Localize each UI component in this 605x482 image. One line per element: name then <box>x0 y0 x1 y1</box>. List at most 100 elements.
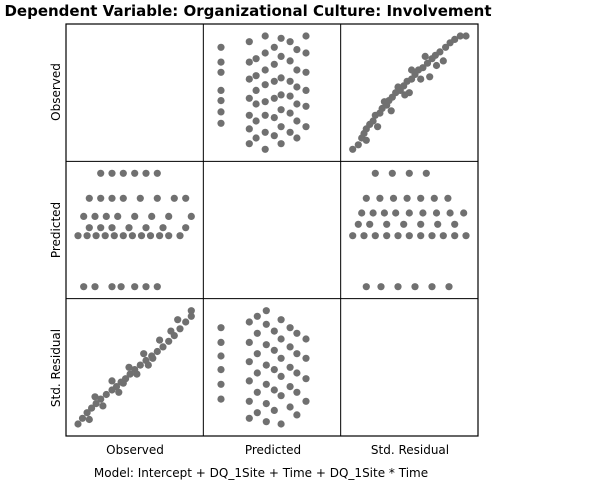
data-point <box>217 43 225 51</box>
data-point <box>419 209 427 217</box>
data-point <box>380 98 388 106</box>
data-point <box>245 58 253 66</box>
data-point <box>159 343 167 351</box>
data-point <box>153 283 161 291</box>
data-point <box>253 409 261 417</box>
data-point <box>445 283 453 291</box>
data-point <box>277 91 285 99</box>
data-point <box>293 100 301 108</box>
data-point <box>389 194 398 202</box>
data-point <box>411 283 419 291</box>
data-point <box>156 336 164 344</box>
data-point <box>262 341 270 349</box>
data-point <box>366 220 374 228</box>
data-point <box>270 406 278 414</box>
data-point <box>119 194 127 202</box>
data-point <box>108 377 116 385</box>
data-point <box>148 212 156 220</box>
data-point <box>74 232 82 240</box>
data-point <box>97 224 105 232</box>
data-point <box>394 83 402 91</box>
data-point <box>126 370 134 378</box>
data-point <box>405 89 413 97</box>
data-point <box>388 169 396 177</box>
data-point <box>392 209 400 217</box>
data-point <box>421 52 429 61</box>
data-point <box>261 145 269 153</box>
data-point <box>252 72 260 80</box>
data-point <box>252 86 260 94</box>
data-point <box>417 220 425 228</box>
data-point <box>394 283 402 291</box>
data-point <box>165 232 173 240</box>
data-point <box>262 418 270 426</box>
data-point <box>131 169 139 177</box>
data-point <box>270 43 278 51</box>
data-point <box>217 97 225 105</box>
data-point <box>253 388 261 396</box>
data-point <box>462 32 470 40</box>
data-point <box>119 379 127 387</box>
data-point <box>245 358 253 366</box>
data-point <box>217 86 225 94</box>
data-point <box>369 117 377 125</box>
data-point <box>293 350 301 358</box>
data-point <box>293 66 301 74</box>
data-point <box>153 194 161 202</box>
data-point <box>432 61 441 70</box>
data-point <box>245 140 253 148</box>
data-point <box>131 283 139 291</box>
data-point <box>128 232 136 240</box>
data-point <box>261 49 269 57</box>
data-points <box>74 32 470 428</box>
data-point <box>140 350 148 358</box>
data-point <box>380 209 388 217</box>
data-point <box>302 354 310 362</box>
data-point <box>270 327 278 335</box>
data-point <box>360 232 368 240</box>
data-point <box>262 307 270 315</box>
data-point <box>286 324 294 332</box>
data-point <box>405 232 413 240</box>
data-point <box>108 169 116 177</box>
data-point <box>293 369 301 377</box>
data-point <box>428 232 436 240</box>
data-point <box>83 232 91 240</box>
data-point <box>245 338 253 346</box>
data-point <box>451 220 459 228</box>
data-point <box>261 32 269 40</box>
data-point <box>102 212 110 220</box>
data-point <box>423 59 432 67</box>
data-point <box>362 194 370 202</box>
data-point <box>245 414 253 422</box>
data-point <box>99 402 107 410</box>
data-point <box>245 377 253 385</box>
data-point <box>277 123 285 131</box>
data-point <box>80 283 88 291</box>
data-point <box>302 123 310 131</box>
data-point <box>245 75 253 83</box>
data-point <box>286 109 294 117</box>
y-label-predicted: Predicted <box>49 202 63 258</box>
data-point <box>405 209 413 217</box>
data-point <box>387 107 395 115</box>
data-point <box>302 375 310 383</box>
model-footnote: Model: Intercept + DQ_1Site + Time + DQ_… <box>94 466 428 480</box>
data-point <box>277 34 285 42</box>
data-point <box>377 283 385 291</box>
data-point <box>187 312 195 320</box>
data-point <box>261 81 269 89</box>
data-point <box>302 397 310 405</box>
data-point <box>115 388 123 396</box>
data-point <box>286 38 294 46</box>
data-point <box>270 60 278 68</box>
data-point <box>217 324 225 332</box>
data-point <box>112 383 121 391</box>
data-point <box>270 366 278 374</box>
data-point <box>261 111 269 119</box>
data-point <box>434 220 442 228</box>
data-point <box>97 194 105 202</box>
data-point <box>270 386 278 394</box>
data-point <box>253 329 261 337</box>
data-point <box>286 363 294 371</box>
